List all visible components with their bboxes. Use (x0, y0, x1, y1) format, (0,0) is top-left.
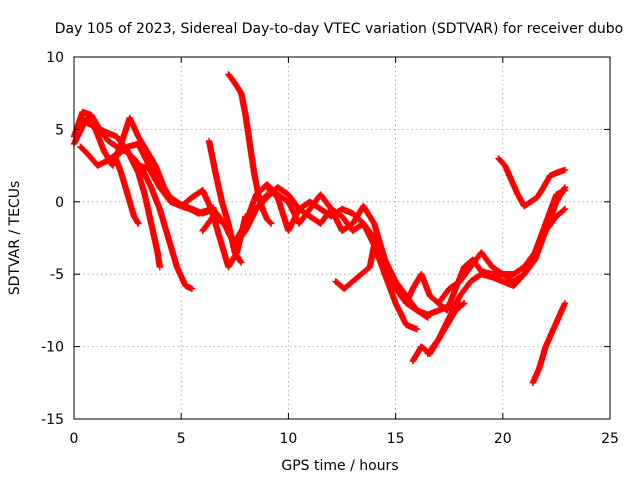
series-marks (435, 187, 569, 307)
axis-ticks: 0 5 10 15 20 25 -15 -10 -5 0 5 10 (41, 50, 619, 447)
y-tick-label: -10 (41, 340, 64, 356)
series-marks (529, 300, 569, 386)
series-track-16 (435, 187, 569, 307)
series-marks (225, 71, 275, 227)
y-tick-label: 0 (55, 195, 64, 211)
series-track-12 (332, 242, 395, 292)
chart-title: Day 105 of 2023, Sidereal Day-to-day VTE… (55, 21, 623, 37)
series-marks (495, 155, 569, 210)
data-points (70, 71, 569, 386)
y-tick-label: -5 (50, 267, 64, 283)
x-axis-label: GPS time / hours (281, 458, 398, 474)
series-track-1 (70, 119, 163, 271)
series-track-11 (263, 184, 421, 333)
series-marks (263, 184, 421, 333)
series-marks (332, 242, 395, 292)
x-tick-label: 5 (177, 431, 186, 447)
series-track-18 (529, 300, 569, 386)
series-track-17 (495, 155, 569, 210)
y-tick-label: 5 (55, 122, 64, 138)
plot-frame (73, 56, 611, 420)
series-marks (70, 119, 163, 271)
x-tick-label: 0 (70, 431, 79, 447)
series-marks (135, 162, 249, 271)
x-tick-label: 15 (387, 431, 405, 447)
series-track-6 (135, 162, 249, 271)
x-tick-label: 20 (494, 431, 512, 447)
x-tick-label: 25 (601, 431, 619, 447)
y-tick-label: 10 (46, 50, 64, 66)
y-tick-label: -15 (41, 412, 64, 428)
y-axis-label: SDTVAR / TECUs (7, 181, 23, 296)
x-tick-label: 10 (279, 431, 297, 447)
series-track-9 (225, 71, 275, 227)
